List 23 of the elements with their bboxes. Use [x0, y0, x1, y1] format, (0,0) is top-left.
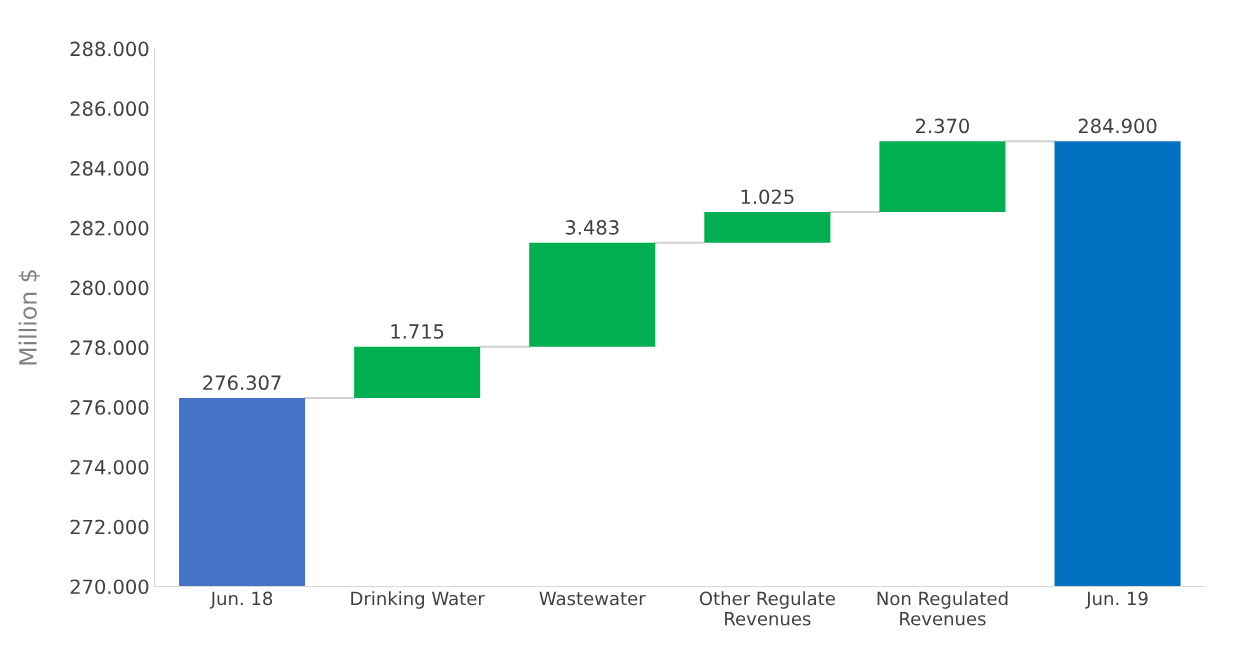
y-axis-title: Million $ [18, 270, 41, 365]
y-tick-label: 274.000 [70, 459, 149, 475]
y-tick-label: 272.000 [70, 519, 149, 535]
x-tick-label: Jun. 19 [1085, 591, 1148, 609]
data-label: 276.307 [203, 375, 281, 391]
y-tick-label: 288.000 [70, 41, 149, 57]
data-label: 1.025 [741, 189, 794, 205]
y-tick-label: 280.000 [70, 280, 149, 296]
y-tick-label: 286.000 [70, 101, 149, 117]
data-label: 1.715 [391, 324, 444, 339]
data-label: 3.483 [565, 220, 619, 235]
y-tick-label: 284.000 [70, 161, 149, 176]
data-label: 2.370 [916, 118, 969, 134]
x-tick-label: Drinking Water [351, 591, 485, 609]
y-tick-label: 278.000 [70, 340, 149, 356]
x-tick-label: Non Regulated Revenues [877, 591, 1008, 626]
data-label: 284.900 [1078, 118, 1157, 134]
x-tick-label: Wastewater [539, 591, 646, 606]
x-tick-label: Jun. 18 [209, 591, 273, 609]
y-tick-label: 276.000 [70, 400, 149, 415]
x-tick-label: Other Regulate Revenues [699, 591, 835, 626]
y-tick-label: 270.000 [70, 579, 149, 595]
y-tick-label: 282.000 [70, 220, 149, 236]
